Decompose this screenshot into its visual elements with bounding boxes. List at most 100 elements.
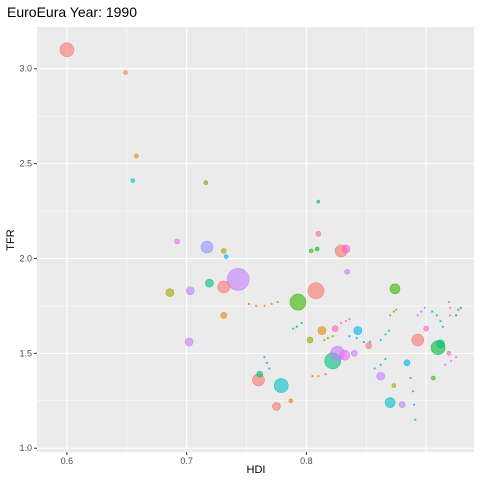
trail-point xyxy=(317,375,320,378)
trail-point xyxy=(448,314,452,317)
bubble xyxy=(308,248,314,254)
trail-point xyxy=(441,325,444,328)
bubble xyxy=(306,336,314,344)
bubble xyxy=(273,378,289,393)
y-tick-label: 1.5 xyxy=(19,348,32,358)
trail-point xyxy=(379,338,382,342)
trail-point xyxy=(414,418,417,421)
bubble xyxy=(315,231,322,237)
trail-point xyxy=(276,301,279,304)
trail-point xyxy=(395,308,398,311)
bubbles xyxy=(59,42,452,411)
bubble xyxy=(391,383,397,388)
trail-point xyxy=(392,310,395,313)
trail-point xyxy=(448,306,452,309)
bubble xyxy=(423,325,429,332)
bubble xyxy=(205,278,214,288)
trail-point xyxy=(254,304,258,308)
bubble xyxy=(344,268,350,275)
trail-point xyxy=(416,314,419,317)
trail-point xyxy=(326,337,330,340)
trail-point xyxy=(340,321,343,325)
bubble xyxy=(331,325,339,332)
bubble xyxy=(307,282,325,300)
bubble xyxy=(365,342,372,350)
trail-point xyxy=(348,335,351,338)
bubble xyxy=(436,339,445,349)
trail-point xyxy=(373,367,376,370)
y-axis: 1.0 1.5 2.0 2.5 3.0 xyxy=(19,64,37,453)
bubble xyxy=(446,351,452,356)
trail-point xyxy=(292,327,295,330)
x-axis: 0.6 0.7 0.8 xyxy=(61,452,313,466)
bubble xyxy=(123,70,128,75)
x-tick-label: 0.7 xyxy=(180,456,193,466)
bubble xyxy=(403,359,411,367)
trail-point xyxy=(355,337,358,340)
bubble xyxy=(272,402,281,411)
trail-point xyxy=(263,356,266,359)
bubble xyxy=(398,401,406,408)
bubble xyxy=(184,337,194,347)
bubble xyxy=(350,350,358,357)
bubble xyxy=(226,268,250,291)
trail-point xyxy=(268,367,271,370)
trail-point xyxy=(457,308,460,311)
trail-point xyxy=(439,319,442,323)
bubble xyxy=(314,246,320,252)
trail-point xyxy=(411,390,415,393)
x-tick-label: 0.8 xyxy=(300,456,313,466)
bubble xyxy=(217,280,231,294)
trails xyxy=(247,301,462,421)
grid-major xyxy=(37,27,474,452)
trail-point xyxy=(300,321,303,325)
bubble xyxy=(341,244,351,254)
trail-point xyxy=(409,376,412,380)
trail-point xyxy=(270,302,273,306)
bubble xyxy=(220,312,228,319)
trail-point xyxy=(311,375,314,378)
trail-point xyxy=(295,325,298,328)
trail-point xyxy=(413,403,416,406)
bubble xyxy=(256,370,263,378)
bubble xyxy=(200,240,214,254)
y-tick-label: 3.0 xyxy=(19,64,32,74)
x-tick-label: 0.6 xyxy=(61,456,74,466)
trail-point xyxy=(423,306,427,309)
bubble xyxy=(317,326,327,335)
trail-point xyxy=(454,356,458,359)
bubble xyxy=(174,238,180,245)
trail-point xyxy=(379,363,382,366)
trail-point xyxy=(324,373,327,376)
bubble xyxy=(411,333,425,347)
bubble xyxy=(59,42,75,58)
bubble xyxy=(339,349,350,361)
trail-point xyxy=(263,304,266,308)
trail-point xyxy=(454,314,458,317)
bubble xyxy=(130,178,136,183)
trail-point xyxy=(344,319,347,323)
trail-point xyxy=(435,314,438,317)
bubble xyxy=(376,371,385,381)
trail-point xyxy=(323,338,326,342)
trail-point xyxy=(450,359,453,363)
bubble xyxy=(389,283,401,295)
trail-point xyxy=(384,357,387,361)
bubble xyxy=(353,326,363,335)
y-tick-label: 1.0 xyxy=(19,443,32,453)
trail-point xyxy=(444,363,447,366)
trail-point xyxy=(368,340,371,344)
bubble xyxy=(220,248,227,254)
bubble xyxy=(288,398,294,404)
chart-title: EuroEura Year: 1990 xyxy=(7,4,137,20)
bubble xyxy=(384,397,396,408)
trail-point xyxy=(348,318,351,321)
trail-point xyxy=(331,335,334,338)
bubble xyxy=(316,199,321,204)
x-axis-label: HDI xyxy=(247,464,266,476)
y-tick-label: 2.0 xyxy=(19,253,32,263)
y-axis-label: TFR xyxy=(5,229,17,250)
trail-point xyxy=(389,314,392,317)
trail-point xyxy=(387,329,391,332)
bubble xyxy=(203,180,209,185)
